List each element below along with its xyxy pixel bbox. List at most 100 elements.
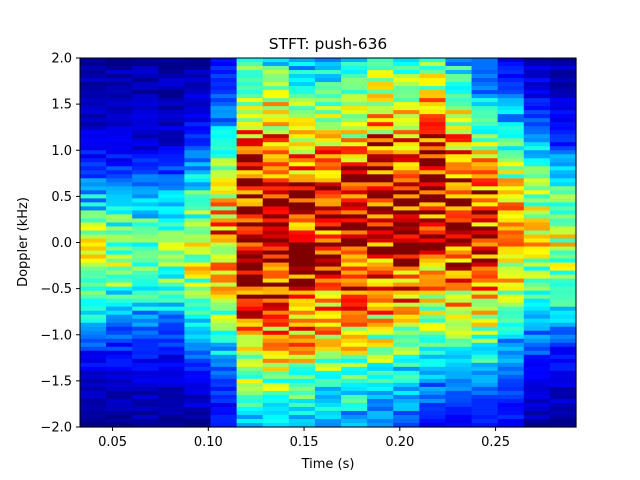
heatmap-cell [497,182,525,187]
heatmap-cell [341,318,368,324]
heatmap-cell [549,194,577,199]
heatmap-cell [262,414,290,420]
heatmap-cell [106,302,133,308]
heatmap-cell [80,226,107,232]
heatmap-cell [132,198,159,203]
heatmap-cell [184,146,212,151]
heatmap-cell [341,214,368,220]
heatmap-cell [523,102,551,107]
heatmap-cell [158,394,186,400]
heatmap-cell [158,298,186,304]
heatmap-cell [184,310,212,316]
heatmap-cell [236,250,264,256]
heatmap-cell [523,370,551,376]
heatmap-cell [419,158,447,163]
heatmap-cell [341,422,368,428]
heatmap-cell [210,142,238,147]
heatmap-cell [158,406,186,412]
heatmap-cell [80,346,107,352]
heatmap-cell [236,338,264,344]
heatmap-cell [367,194,394,199]
heatmap-cell [80,238,107,244]
heatmap-cell [210,98,238,103]
heatmap-cell [341,102,368,107]
heatmap-cell [497,226,525,232]
heatmap-cell [158,282,186,288]
heatmap-cell [341,294,368,300]
heatmap-cell [236,70,264,75]
heatmap-cell [471,214,499,220]
heatmap-cell [132,298,159,304]
heatmap-cell [132,162,159,167]
heatmap-cell [262,314,290,320]
heatmap-cell [419,222,447,228]
heatmap-cell [288,314,316,320]
heatmap-cell [80,258,107,264]
heatmap-cell [262,206,290,212]
heatmap-cell [158,250,186,256]
heatmap-cell [393,214,420,220]
heatmap-cell [367,402,394,408]
heatmap-cell [314,330,342,336]
heatmap-cell [262,370,290,376]
heatmap-cell [210,198,238,203]
heatmap-cell [419,230,447,236]
heatmap-cell [419,234,447,240]
heatmap-cell [236,142,264,147]
heatmap-cell [80,318,107,324]
heatmap-cell [419,202,447,207]
heatmap-cell [497,178,525,183]
heatmap-cell [314,246,342,252]
heatmap-cell [419,134,447,139]
heatmap-cell [314,338,342,344]
heatmap-cell [158,378,186,384]
heatmap-cell [523,114,551,119]
heatmap-cell [419,342,447,348]
heatmap-cell [288,366,316,372]
heatmap-cell [80,298,107,304]
heatmap-cell [393,106,420,111]
heatmap-cell [341,414,368,420]
heatmap-cell [158,130,186,135]
heatmap-cell [184,330,212,336]
heatmap-cell [367,210,394,216]
heatmap-cell [210,186,238,191]
heatmap-cell [158,114,186,119]
heatmap-cell [367,278,394,284]
heatmap-cell [158,302,186,308]
heatmap-cell [523,186,551,191]
heatmap-cell [419,190,447,195]
heatmap-cell [419,330,447,336]
heatmap-cell [184,346,212,352]
heatmap-cell [549,330,577,336]
heatmap-cell [80,386,107,392]
heatmap-cell [236,366,264,372]
heatmap-cell [106,318,133,324]
heatmap-cell [341,230,368,236]
y-tick-label: 1.5 [51,98,72,113]
heatmap-cell [314,126,342,131]
heatmap-cell [106,150,133,155]
heatmap-cell [497,202,525,207]
heatmap-cell [523,362,551,368]
heatmap-cell [210,234,238,240]
heatmap-cell [549,354,577,360]
heatmap-cell [184,142,212,147]
heatmap-cell [445,398,473,404]
heatmap-cell [262,310,290,316]
heatmap-cell [497,286,525,292]
heatmap-cell [393,226,420,232]
heatmap-cell [523,122,551,127]
heatmap-cell [210,226,238,232]
heatmap-cell [184,294,212,300]
heatmap-cell [497,258,525,264]
heatmap-cell [341,350,368,356]
heatmap-cell [393,198,420,203]
heatmap-cell [393,150,420,155]
heatmap-cell [367,346,394,352]
heatmap-cell [471,346,499,352]
heatmap-cell [184,174,212,179]
heatmap-cell [132,290,159,296]
heatmap-cell [419,106,447,111]
heatmap-cell [341,358,368,364]
